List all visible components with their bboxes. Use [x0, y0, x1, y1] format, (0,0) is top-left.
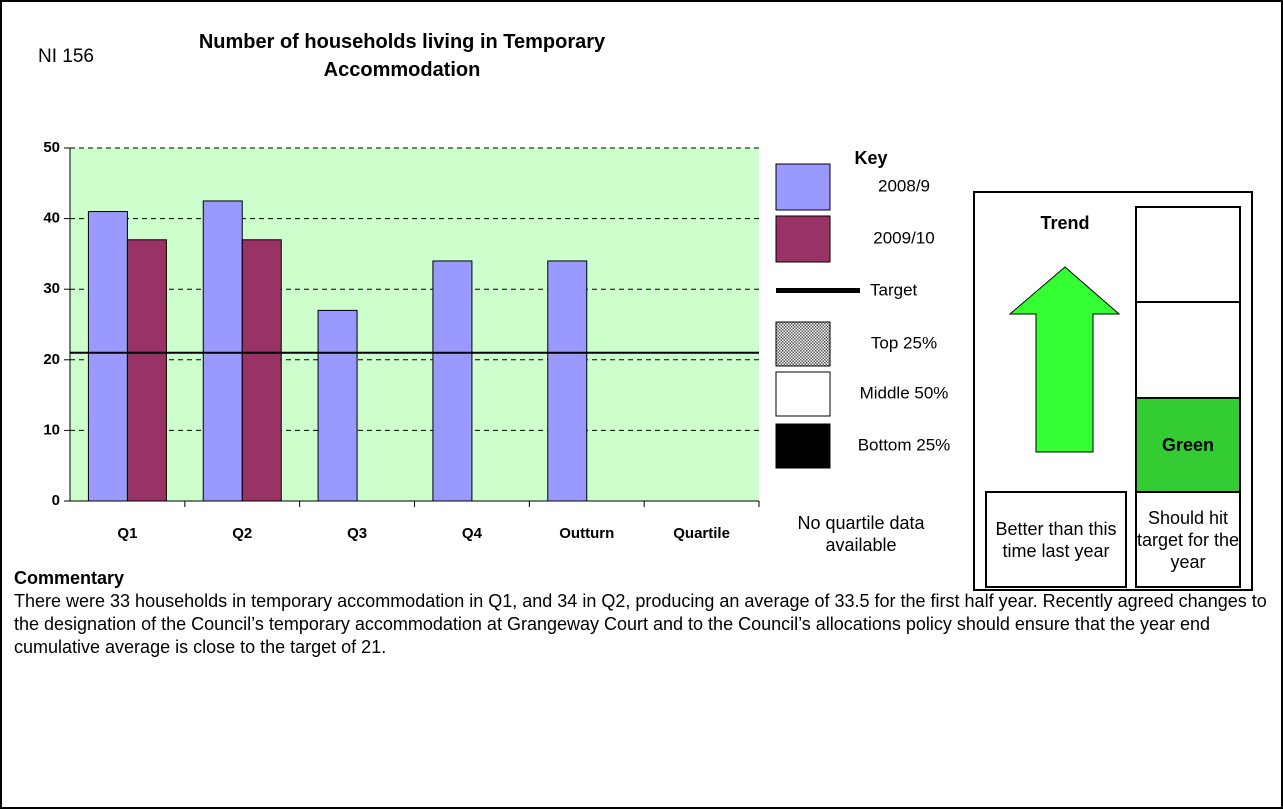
legend-label: Target	[870, 280, 918, 299]
x-tick-label: Quartile	[673, 525, 730, 542]
status-caption: Should hit target for the year	[1136, 507, 1240, 572]
x-tick-label: Q3	[347, 525, 367, 542]
legend-swatch	[775, 163, 831, 211]
key-label: Bottom 25%	[858, 435, 951, 454]
trend-caption: Better than this time last year	[995, 518, 1117, 561]
y-tick-label: 30	[43, 280, 60, 297]
trend-arrow	[1008, 266, 1121, 453]
x-tick-label: Q1	[117, 525, 137, 542]
bar	[202, 200, 243, 502]
key-swatch	[775, 321, 831, 367]
key-label: Top 25%	[871, 333, 937, 352]
status-label: Green	[1162, 435, 1214, 455]
bar	[241, 239, 282, 502]
caption-box	[985, 491, 1127, 588]
caption-box	[1135, 491, 1241, 588]
key-label: Middle 50%	[860, 383, 949, 402]
quartile-note: No quartile data available	[797, 513, 925, 555]
bar	[547, 260, 588, 502]
bar	[87, 211, 128, 502]
y-tick-label: 0	[52, 492, 60, 509]
indicator-id: NI 156	[38, 46, 94, 67]
y-tick-label: 20	[43, 351, 60, 368]
x-tick-label: Q2	[232, 525, 252, 542]
bar	[432, 260, 473, 502]
key-swatch	[775, 423, 831, 469]
trend-title: Trend	[1040, 213, 1089, 233]
legend-swatch	[776, 288, 860, 293]
y-tick-label: 40	[43, 210, 60, 227]
bar	[317, 309, 358, 502]
plot-area	[70, 148, 759, 501]
legend-label: 2009/10	[873, 228, 934, 247]
status-cell	[1135, 301, 1241, 399]
key-swatch	[775, 371, 831, 417]
x-tick-label: Outturn	[559, 525, 614, 542]
x-tick-label: Q4	[462, 525, 483, 542]
commentary-text: There were 33 households in temporary ac…	[14, 591, 1267, 657]
chart-title: Number of households living in Temporary…	[198, 31, 606, 81]
key-title: Key	[854, 148, 887, 168]
status-cell	[1135, 206, 1241, 303]
commentary-heading: Commentary	[14, 568, 125, 588]
y-tick-label: 50	[43, 139, 60, 156]
legend-swatch	[775, 215, 831, 263]
legend-label: 2008/9	[878, 176, 930, 195]
bar	[126, 239, 167, 502]
y-tick-label: 10	[43, 421, 60, 438]
